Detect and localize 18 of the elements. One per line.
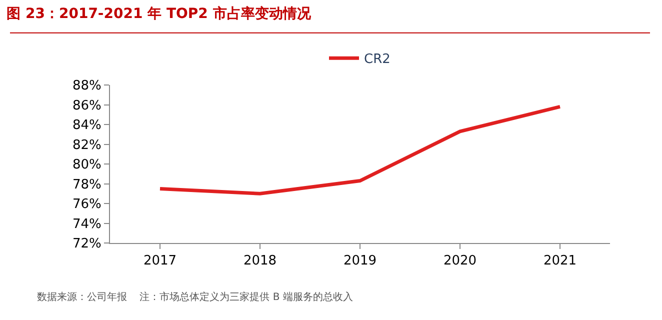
x-tick-label: 2020: [443, 254, 477, 269]
y-tick-label: 84%: [72, 118, 102, 134]
y-tick-label: 88%: [72, 78, 102, 94]
x-tick-label: 2019: [343, 254, 377, 269]
legend-label: CR2: [364, 52, 390, 68]
y-tick-label: 74%: [72, 216, 102, 232]
y-tick-label: 82%: [72, 138, 102, 153]
y-tick-label: 78%: [72, 177, 102, 192]
y-tick-label: 72%: [72, 236, 102, 252]
source-note: 数据来源：公司年报 注：市场总体定义为三家提供 B 端服务的总收入: [37, 291, 353, 303]
x-tick-label: 2021: [543, 254, 577, 269]
line-series: [158, 104, 562, 196]
y-tick-label: 76%: [72, 197, 102, 212]
x-tick-label: 2018: [243, 254, 277, 269]
chart-title: 图 23：2017-2021 年 TOP2 市占率变动情况: [6, 4, 312, 22]
y-tick-label: 86%: [72, 98, 102, 114]
x-tick-label: 2017: [143, 254, 177, 269]
y-tick-label: 80%: [72, 158, 102, 173]
